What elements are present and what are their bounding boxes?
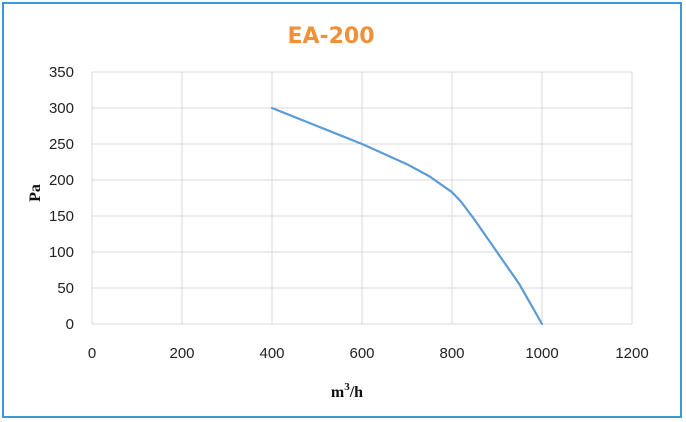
y-tick-label: 50 [57, 280, 74, 297]
x-tick-label: 1200 [615, 345, 648, 362]
y-axis-ticks: 0 50 100 150 200 250 300 350 [49, 64, 74, 333]
x-tick-label: 0 [88, 345, 96, 362]
y-tick-label: 300 [49, 100, 74, 117]
x-axis-title-base: m [331, 384, 345, 401]
y-axis-title: Pa [27, 184, 44, 202]
y-tick-label: 350 [49, 64, 74, 81]
y-tick-label: 100 [49, 244, 74, 261]
x-tick-label: 200 [169, 345, 194, 362]
x-axis-title-sup: 3 [344, 381, 350, 393]
x-axis-title-unit: /h [349, 384, 363, 401]
chart-title: EA-200 [287, 24, 374, 49]
series-layer [270, 106, 544, 326]
chart-frame [2, 2, 682, 418]
x-tick-label: 400 [259, 345, 284, 362]
y-tick-label: 250 [49, 136, 74, 153]
x-tick-label: 800 [439, 345, 464, 362]
y-tick-label: 150 [49, 208, 74, 225]
x-axis-ticks: 0 200 400 600 800 1000 1200 [88, 345, 649, 362]
x-axis-title: m3/h [331, 381, 363, 401]
x-tick-label: 1000 [525, 345, 558, 362]
series-line-0 [270, 106, 544, 326]
y-tick-label: 0 [66, 316, 74, 333]
grid-lines [91, 71, 633, 325]
y-tick-label: 200 [49, 172, 74, 189]
x-tick-label: 600 [349, 345, 374, 362]
